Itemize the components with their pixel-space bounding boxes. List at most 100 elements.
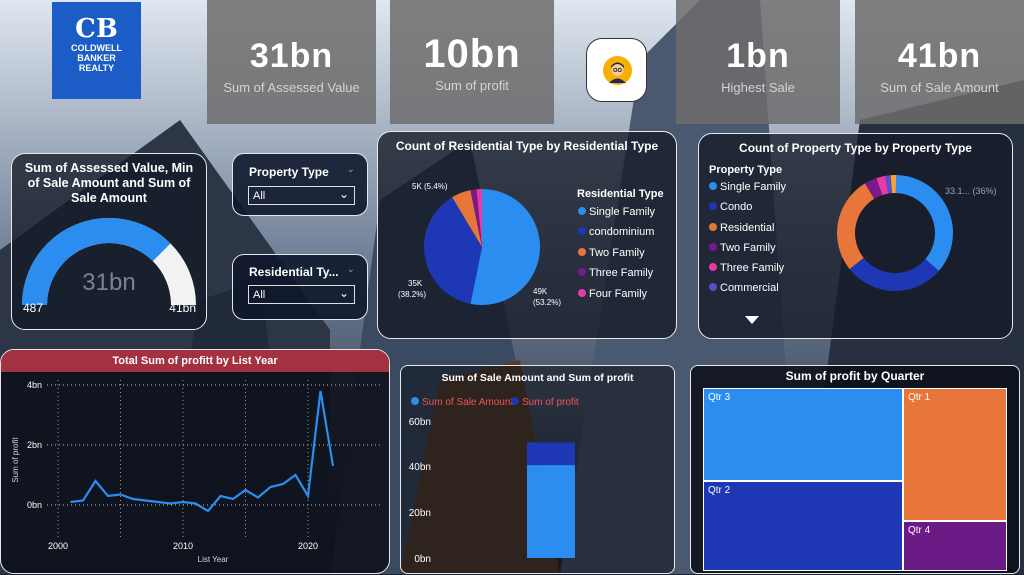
sale-profit-bar-card: Sum of Sale Amount and Sum of profit Sum… <box>400 365 675 574</box>
residential-type-dropdown[interactable]: All ⌄ <box>248 285 355 304</box>
coldwell-banker-logo: CB COLDWELL BANKER REALTY <box>52 2 141 99</box>
legend-dot <box>578 227 586 235</box>
bar-legend-item[interactable]: Sum of Sale Amount <box>411 397 513 408</box>
dropdown-value: All <box>253 190 266 202</box>
pie-legend-item[interactable]: Four Family <box>578 288 647 300</box>
kpi-card-highest-sale: 1bn Highest Sale <box>676 0 840 124</box>
kpi-label: Sum of Assessed Value <box>223 80 360 95</box>
pie-legend-title: Residential Type <box>577 188 664 200</box>
pie-slice-2[interactable] <box>452 190 482 247</box>
profit-line-chart: 4bn 2bn 0bn 2000 2010 2020 List Year Sum… <box>11 380 381 564</box>
gauge-max-label: 41bn <box>169 301 196 315</box>
gauge-min-label: 487 <box>23 301 43 315</box>
kpi-value: 31bn <box>249 37 334 75</box>
donut-legend-item[interactable]: Three Family <box>709 262 784 274</box>
treemap-tile-qtr1[interactable]: Qtr 1 <box>903 388 1007 521</box>
person-icon <box>603 56 632 85</box>
donut-slice-3[interactable] <box>864 178 883 199</box>
legend-dot <box>411 397 419 405</box>
donut-legend-item[interactable]: Condo <box>709 201 752 213</box>
legend-dot <box>709 243 717 251</box>
bar-legend-item[interactable]: Sum of profit <box>511 397 579 408</box>
bar-sale-amount[interactable] <box>527 465 575 558</box>
pie-legend-item[interactable]: Three Family <box>578 267 653 279</box>
property-type-dropdown[interactable]: All ⌄ <box>248 186 355 205</box>
donut-legend-item[interactable]: Commercial <box>709 282 779 294</box>
legend-dot <box>511 397 519 405</box>
treemap-tile-qtr3[interactable]: Qtr 3 <box>703 388 903 481</box>
legend-label: Two Family <box>720 242 776 254</box>
legend-label: Three Family <box>589 267 654 279</box>
donut-legend-title: Property Type <box>709 164 783 176</box>
gauge-value: 31bn <box>82 269 135 296</box>
gauge-fill <box>22 218 171 305</box>
x-tick-label: 2020 <box>298 541 318 551</box>
y-tick-label: 0bn <box>414 554 431 565</box>
kpi-value: 41bn <box>897 37 982 75</box>
legend-label: Commercial <box>720 282 779 294</box>
treemap-title: Sum of profit by Quarter <box>785 369 925 383</box>
donut-slice-0[interactable] <box>895 175 953 271</box>
legend-label: Three Family <box>720 262 785 274</box>
donut-slice-1[interactable] <box>849 257 939 291</box>
series-line-profit <box>70 390 335 513</box>
chevron-down-icon[interactable]: ⌄ <box>346 264 355 275</box>
line-title-bar: Total Sum of profitt by List Year <box>1 350 389 372</box>
donut-slice-4[interactable] <box>876 175 889 196</box>
y-tick-label: 4bn <box>27 380 42 390</box>
legend-scroll-down-icon[interactable] <box>745 316 759 324</box>
donut-slice-5[interactable] <box>885 175 893 194</box>
chevron-down-icon[interactable]: ⌄ <box>346 164 355 175</box>
donut-slice-2[interactable] <box>837 183 875 270</box>
logo-line-3: REALTY <box>78 63 115 73</box>
pie-legend-item[interactable]: Single Family <box>578 206 655 218</box>
slicer-title: Residential Ty... <box>249 265 339 279</box>
slicer-residential-type: Residential Ty... ⌄ All ⌄ <box>232 254 368 320</box>
bar-profit[interactable] <box>527 442 575 466</box>
legend-dot <box>709 223 717 231</box>
legend-dot <box>709 263 717 271</box>
gauge-card: Sum of Assessed Value, Min of Sale Amoun… <box>11 153 207 330</box>
y-tick-label: 20bn <box>409 508 431 519</box>
legend-dot <box>578 248 586 256</box>
pie-slice-1[interactable] <box>424 197 482 304</box>
pie-slice-4[interactable] <box>476 189 482 247</box>
treemap-tile-qtr2[interactable]: Qtr 2 <box>703 481 903 571</box>
kpi-label: Sum of Sale Amount <box>880 80 999 95</box>
kpi-card-assessed-value: 31bn Sum of Assessed Value <box>207 0 376 124</box>
tile-label: Qtr 1 <box>908 392 931 403</box>
donut-legend-item[interactable]: Two Family <box>709 242 776 254</box>
y-tick-label: 0bn <box>27 500 42 510</box>
legend-label: Single Family <box>589 206 656 218</box>
legend-dot <box>578 289 586 297</box>
y-tick-label: 60bn <box>409 417 431 428</box>
property-donut-chart: 33.1... (36%) <box>837 175 997 291</box>
donut-slice-6[interactable] <box>890 175 897 194</box>
pie-slice-3[interactable] <box>470 189 482 247</box>
treemap-tile-qtr4[interactable]: Qtr 4 <box>903 521 1007 571</box>
avatar-button[interactable] <box>586 38 647 102</box>
legend-dot <box>709 283 717 291</box>
gauge-chart: 31bn 487 41bn <box>22 218 196 315</box>
donut-overflow-label: 33.1... (36%) <box>945 186 997 196</box>
logo-monogram: CB <box>75 14 118 44</box>
x-axis-title: List Year <box>198 555 229 564</box>
kpi-label: Sum of profit <box>435 78 509 93</box>
donut-legend-item[interactable]: Residential <box>709 222 774 234</box>
kpi-card-profit: 10bn Sum of profit <box>390 0 554 124</box>
legend-label: Sum of profit <box>522 397 579 408</box>
legend-dot <box>709 182 717 190</box>
pie-title: Count of Residential Type by Residential… <box>395 139 659 153</box>
logo-line-2: BANKER <box>77 53 116 63</box>
legend-dot <box>578 268 586 276</box>
pie-slice-0[interactable] <box>470 189 541 305</box>
profit-treemap-card: Sum of profit by Quarter Qtr 3 Qtr 2 Qtr… <box>690 365 1020 574</box>
donut-legend-item[interactable]: Single Family <box>709 181 786 193</box>
chevron-down-icon: ⌄ <box>338 187 349 201</box>
kpi-value: 10bn <box>423 32 521 76</box>
pie-legend-item[interactable]: Two Family <box>578 247 645 259</box>
pie-legend-item[interactable]: condominium <box>578 226 654 238</box>
y-tick-label: 2bn <box>27 440 42 450</box>
legend-dot <box>578 207 586 215</box>
tile-label: Qtr 4 <box>908 525 931 536</box>
